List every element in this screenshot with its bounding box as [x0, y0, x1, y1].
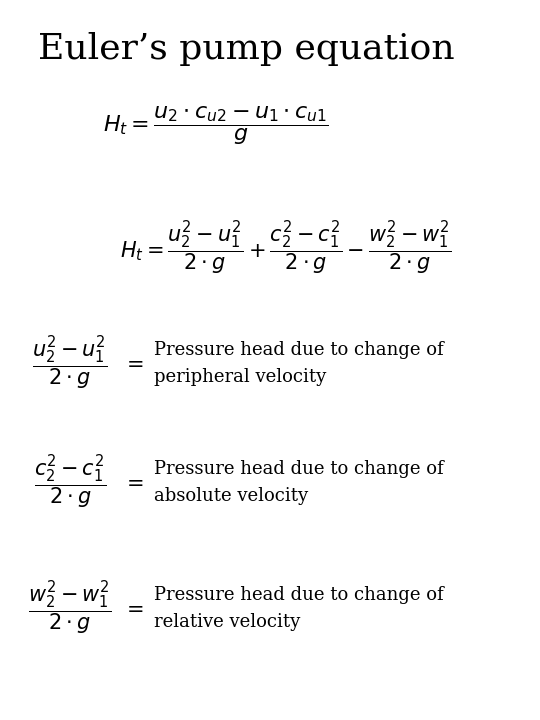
- Text: $H_t = \dfrac{u_2^2 - u_1^2}{2 \cdot g} + \dfrac{c_2^2 - c_1^2}{2 \cdot g} - \df: $H_t = \dfrac{u_2^2 - u_1^2}{2 \cdot g} …: [120, 220, 452, 277]
- Text: Euler’s pump equation: Euler’s pump equation: [38, 32, 455, 66]
- Text: $=$: $=$: [122, 473, 143, 492]
- Text: $\dfrac{u_2^2 - u_1^2}{2 \cdot g}$: $\dfrac{u_2^2 - u_1^2}{2 \cdot g}$: [32, 335, 108, 392]
- Text: $=$: $=$: [122, 599, 143, 618]
- Text: Pressure head due to change of
absolute velocity: Pressure head due to change of absolute …: [154, 460, 443, 505]
- Text: $=$: $=$: [122, 354, 143, 373]
- Text: $\dfrac{c_2^2 - c_1^2}{2 \cdot g}$: $\dfrac{c_2^2 - c_1^2}{2 \cdot g}$: [34, 454, 106, 511]
- Text: $\dfrac{w_2^2 - w_1^2}{2 \cdot g}$: $\dfrac{w_2^2 - w_1^2}{2 \cdot g}$: [29, 580, 112, 637]
- Text: Pressure head due to change of
relative velocity: Pressure head due to change of relative …: [154, 586, 443, 631]
- Text: $H_t = \dfrac{u_2 \cdot c_{u2} - u_1 \cdot c_{u1}}{g}$: $H_t = \dfrac{u_2 \cdot c_{u2} - u_1 \cd…: [103, 104, 329, 148]
- Text: Pressure head due to change of
peripheral velocity: Pressure head due to change of periphera…: [154, 341, 443, 386]
